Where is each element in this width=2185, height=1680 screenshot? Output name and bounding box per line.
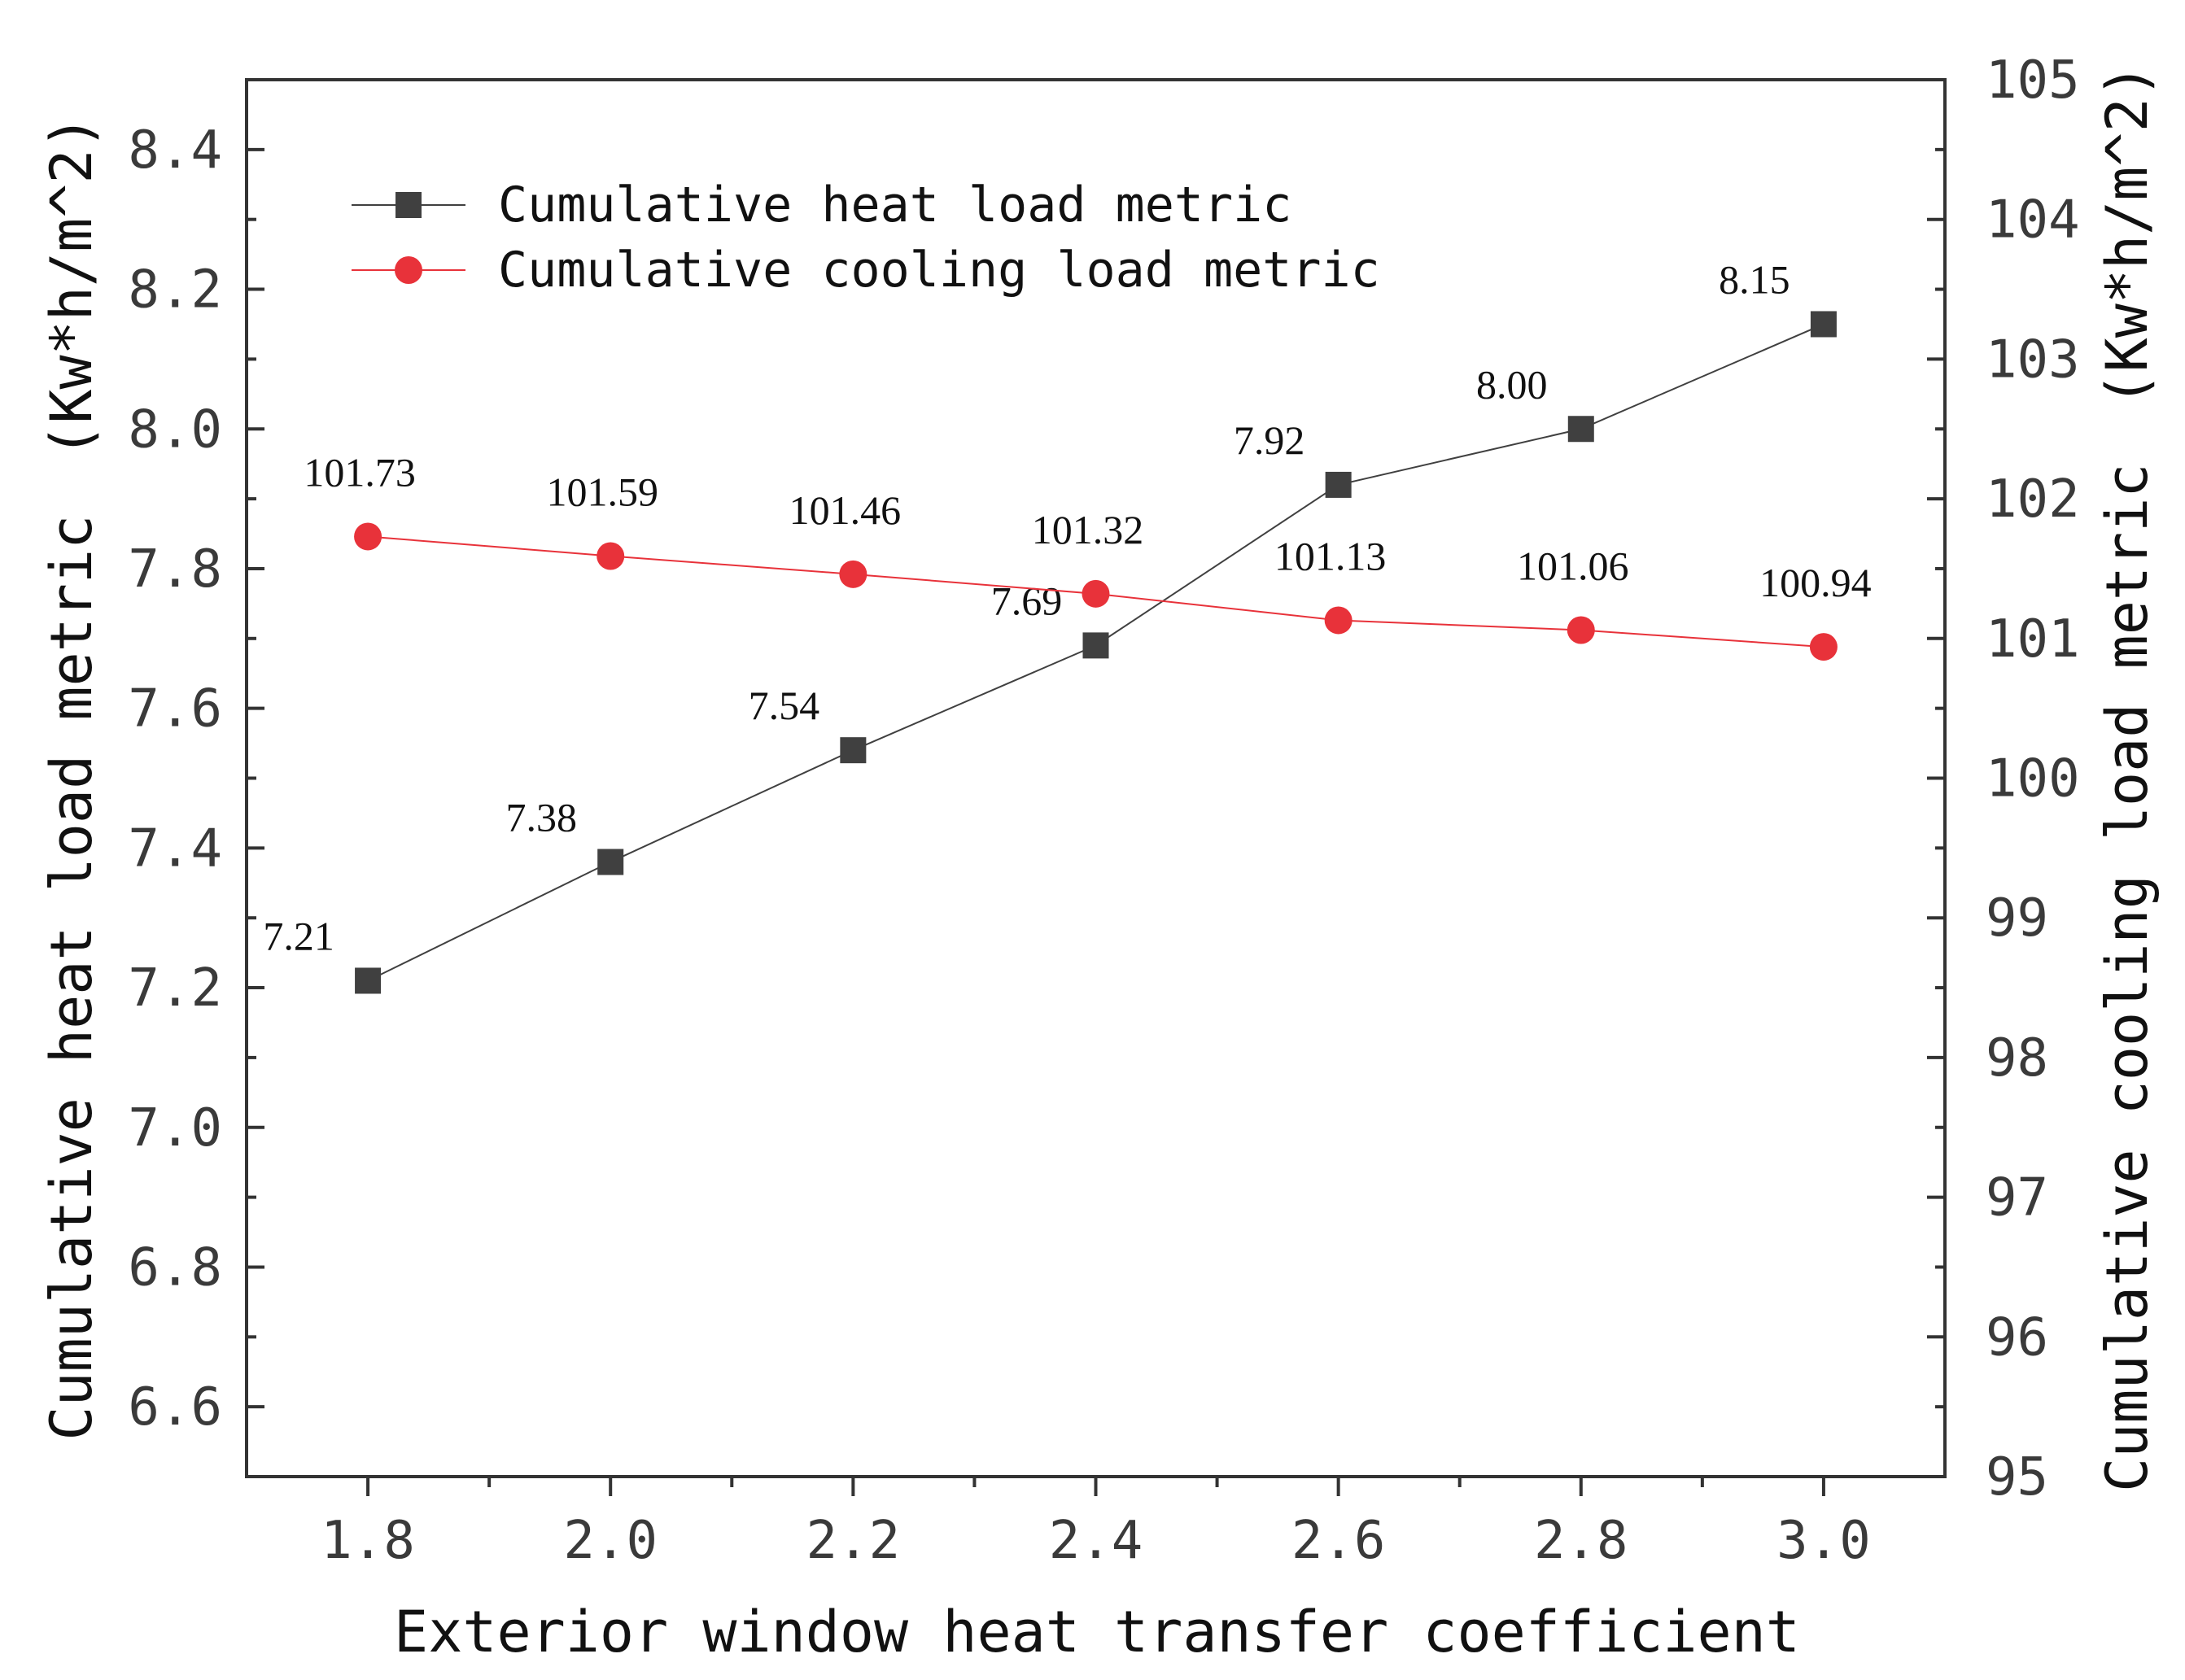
right-y-tick-label: 98	[1986, 1028, 2048, 1089]
right-y-axis-title: Cumulative cooling load metric (Kw*h/m^2…	[2094, 63, 2161, 1492]
right-y-tick-label: 100	[1986, 749, 2080, 809]
cooling-load-point	[354, 522, 382, 551]
left-y-tick-label: 7.6	[128, 679, 222, 740]
left-y-tick-label: 6.6	[128, 1377, 222, 1438]
cooling-load-data-label: 101.32	[1032, 507, 1144, 552]
right-y-tick-label: 102	[1986, 469, 2080, 530]
heat-load-point	[1567, 416, 1594, 443]
heat-load-point	[1325, 471, 1352, 498]
right-y-tick-label: 97	[1986, 1168, 2048, 1228]
right-y-tick-label: 96	[1986, 1307, 2048, 1368]
heat-load-data-label: 7.38	[505, 795, 577, 840]
heat-load-point	[1810, 311, 1837, 338]
x-tick-label: 3.0	[1776, 1511, 1871, 1571]
legend-item: Cumulative cooling load metric	[352, 242, 1380, 299]
legend-label: Cumulative cooling load metric	[498, 242, 1380, 299]
right-y-tick-label: 105	[1986, 50, 2080, 111]
left-y-axis-title: Cumulative heat load metric (Kw*h/m^2)	[38, 115, 105, 1440]
series-heat-load: 7.21 7.38 7.54 7.69 7.92 8.00 8.15	[263, 256, 1837, 994]
heat-load-data-label: 7.69	[991, 578, 1063, 623]
right-y-tick-label: 95	[1986, 1447, 2048, 1508]
cooling-load-point	[597, 542, 625, 570]
heat-load-data-label: 8.00	[1476, 361, 1548, 407]
right-y-axis: 95 96 97 98 99 100 101 102 103 104 105	[1927, 50, 2080, 1508]
x-tick-label: 2.2	[806, 1511, 901, 1571]
left-y-tick-label: 7.0	[128, 1098, 222, 1159]
legend-label: Cumulative heat load metric	[498, 177, 1291, 233]
cooling-load-point	[1082, 579, 1110, 608]
left-y-tick-label: 6.8	[128, 1237, 222, 1298]
left-y-tick-label: 7.2	[128, 958, 222, 1019]
cooling-load-point	[1567, 616, 1595, 644]
legend-item: Cumulative heat load metric	[352, 177, 1291, 233]
cooling-load-point	[1324, 606, 1353, 635]
heat-load-point	[840, 737, 867, 764]
x-tick-label: 2.0	[563, 1511, 658, 1571]
cooling-load-point	[1809, 633, 1838, 661]
legend: Cumulative heat load metric Cumulative co…	[352, 177, 1380, 299]
cooling-load-data-label: 101.46	[789, 487, 902, 533]
x-tick-label: 2.6	[1291, 1511, 1386, 1571]
heat-load-data-label: 7.54	[749, 683, 820, 728]
left-y-tick-label: 7.4	[128, 818, 222, 879]
x-axis: 1.8 2.0 2.2 2.4 2.6 2.8 3.0	[321, 1477, 1871, 1571]
series-cooling-load: 101.73 101.59 101.46 101.32 101.13 101.06 100.…	[304, 449, 1872, 661]
heat-load-point	[355, 967, 382, 994]
legend-circle-marker	[395, 256, 422, 284]
heat-load-point	[597, 849, 624, 875]
x-tick-label: 2.8	[1534, 1511, 1628, 1571]
left-y-tick-label: 8.0	[128, 399, 222, 460]
heat-load-data-label: 7.92	[1234, 417, 1305, 463]
heat-load-data-label: 7.21	[263, 913, 334, 958]
x-tick-label: 2.4	[1049, 1511, 1143, 1571]
cooling-load-data-label: 101.59	[546, 469, 658, 514]
left-y-tick-label: 8.2	[128, 260, 222, 321]
right-y-tick-label: 99	[1986, 888, 2048, 949]
left-y-axis: 6.6 6.8 7.0 7.2 7.4 7.6 7.8 8.0 8.2 8.4	[128, 78, 264, 1478]
cooling-load-data-label: 100.94	[1759, 560, 1872, 605]
right-y-tick-label: 101	[1986, 609, 2080, 670]
x-axis-title: Exterior window heat transfer coefficien…	[394, 1599, 1800, 1665]
right-y-tick-label: 104	[1986, 190, 2080, 251]
heat-load-data-label: 8.15	[1719, 256, 1790, 302]
x-tick-label: 1.8	[321, 1511, 415, 1571]
cooling-load-data-label: 101.06	[1517, 543, 1629, 588]
left-y-tick-label: 7.8	[128, 539, 222, 600]
cooling-load-data-label: 101.13	[1274, 533, 1387, 578]
left-y-tick-label: 8.4	[128, 120, 222, 181]
right-y-tick-label: 103	[1986, 329, 2080, 390]
legend-square-marker	[395, 192, 422, 218]
cooling-load-point	[839, 560, 867, 588]
series-layer: 7.21 7.38 7.54 7.69 7.92 8.00 8.15 101.73 101.59…	[263, 256, 1872, 994]
cooling-load-data-label: 101.73	[304, 449, 416, 495]
heat-load-point	[1082, 632, 1109, 659]
